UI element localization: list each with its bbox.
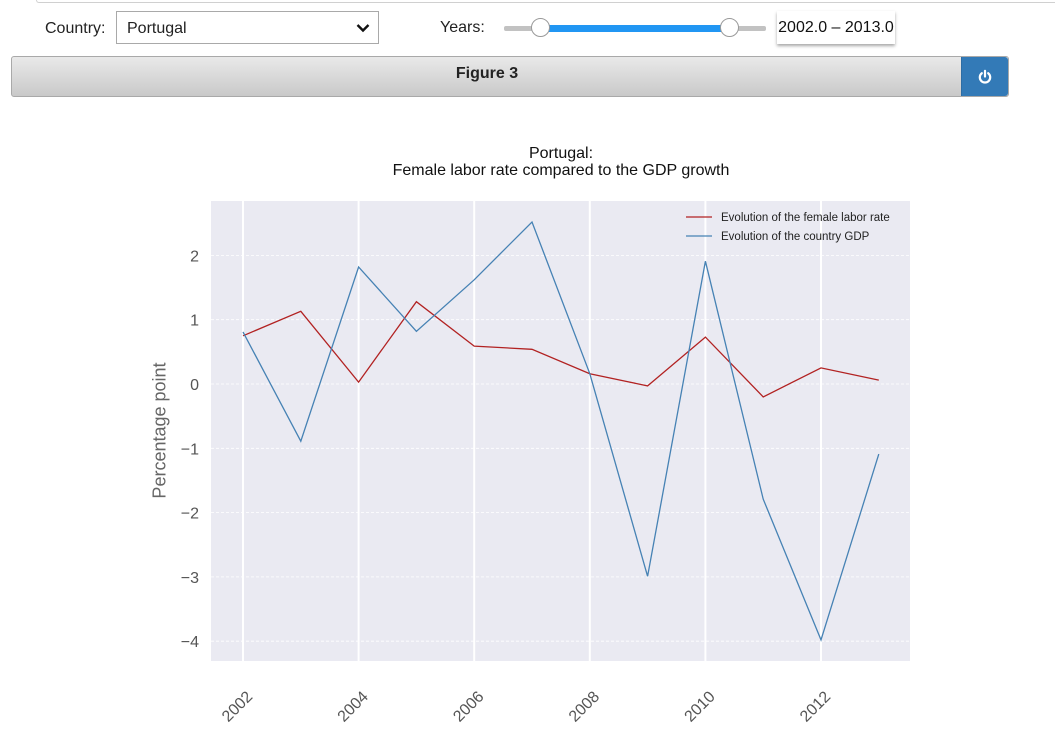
x-tick-labels: 2002 2004 2006 2008 2010 2012	[219, 688, 834, 725]
years-readout: 2002.0 – 2013.0	[777, 11, 895, 44]
y-tick-label: 1	[190, 313, 199, 330]
x-tick-label: 2008	[566, 688, 603, 725]
plot-area	[211, 201, 910, 661]
x-tick-label: 2004	[335, 688, 372, 725]
x-tick-label: 2002	[219, 688, 256, 725]
years-range-slider[interactable]	[504, 17, 766, 39]
country-select-value: Portugal	[127, 20, 187, 37]
data-series	[242, 220, 880, 642]
y-tick-label: −2	[181, 506, 199, 523]
years-label: Years:	[440, 19, 485, 36]
country-label: Country:	[45, 20, 106, 37]
x-gridlines	[242, 201, 822, 661]
legend: Evolution of the female labor rate Evolu…	[686, 212, 890, 243]
y-tick-label: −4	[181, 634, 199, 651]
slider-handle-max[interactable]	[720, 18, 739, 37]
figure-header-bar: Figure 3	[11, 56, 1009, 97]
female-labor-rate-line	[242, 300, 879, 398]
y-gridlines	[211, 254, 910, 642]
y-tick-labels: 2 1 0 −1 −2 −3 −4	[181, 248, 199, 651]
slider-selected-range	[541, 25, 731, 32]
figure-title: Figure 3	[455, 65, 519, 82]
slider-handle-min[interactable]	[531, 18, 550, 37]
power-icon	[978, 69, 992, 84]
x-tick-label: 2010	[682, 688, 719, 725]
y-tick-label: −3	[181, 570, 199, 587]
y-tick-label: 0	[190, 377, 199, 394]
legend-label-female-labor: Evolution of the female labor rate	[721, 212, 890, 224]
chart-title-line1: Portugal:	[528, 145, 594, 162]
gdp-growth-line	[242, 220, 880, 642]
chart-title-line2: Female labor rate compared to the GDP gr…	[392, 162, 730, 179]
x-tick-label: 2006	[450, 688, 487, 725]
y-tick-label: 2	[190, 248, 199, 265]
y-tick-label: −1	[181, 441, 199, 458]
top-border	[36, 0, 1055, 3]
legend-label-gdp: Evolution of the country GDP	[721, 231, 870, 243]
chevron-down-icon	[356, 24, 370, 33]
country-select[interactable]: Portugal	[116, 11, 379, 44]
power-button[interactable]	[961, 57, 1008, 96]
x-tick-label: 2012	[797, 688, 834, 725]
